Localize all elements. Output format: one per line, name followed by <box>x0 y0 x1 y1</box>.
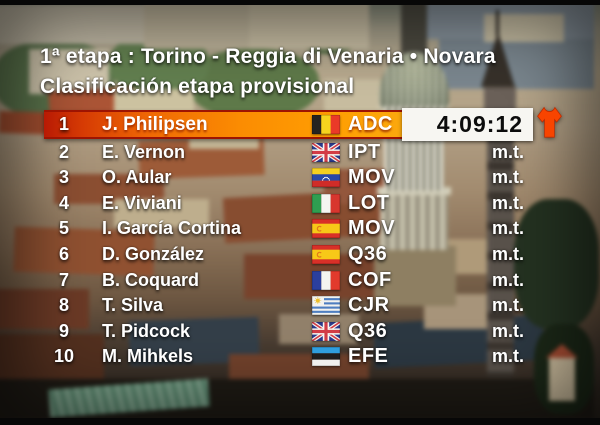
row-rank: 9 <box>58 320 69 341</box>
row-team-code: Q36 <box>348 242 388 265</box>
row-time-gap: m.t. <box>491 320 524 341</box>
flag-spain-icon <box>312 244 340 264</box>
row-rider-name: B. Coquard <box>102 269 199 290</box>
row-time-gap: m.t. <box>491 141 524 162</box>
bg-shape <box>549 356 575 401</box>
bg-shape <box>496 10 499 36</box>
row-rider-name: T. Pidcock <box>102 320 191 341</box>
flag-venezuela-icon <box>312 168 340 188</box>
standings-row: 5 I. García Cortina MOV m.t. <box>44 216 524 242</box>
bg-small-tower-roof <box>546 344 578 358</box>
standings-row: 2 E. Vernon IPT m.t. <box>44 139 524 165</box>
row-rider-name: E. Vernon <box>102 141 186 162</box>
flag-belgium-icon <box>312 115 340 134</box>
row-team-code: MOV <box>348 166 396 189</box>
leader-jersey-icon <box>536 106 563 139</box>
row-rank: 7 <box>58 269 69 290</box>
standings-row: 3 O. Aular MOV m.t. <box>44 165 524 191</box>
row-time-gap: m.t. <box>491 346 524 367</box>
row-team-code: Q36 <box>348 319 388 342</box>
leader-rider-name: J. Philipsen <box>102 113 208 135</box>
standings-row: 8 T. Silva CJR m.t. <box>44 293 524 319</box>
flag-great-britain-icon <box>312 142 340 162</box>
row-team-code: LOT <box>348 191 390 214</box>
standings-row: 9 T. Pidcock Q36 m.t. <box>44 318 524 344</box>
row-time-gap: m.t. <box>491 269 524 290</box>
tv-top-bar <box>0 0 600 5</box>
leader-time: 4:09:12 <box>436 111 523 137</box>
row-team-code: IPT <box>348 140 381 163</box>
row-rider-name: E. Viviani <box>102 192 182 213</box>
bg-striped-roof <box>48 378 210 418</box>
stage-title: 1ª etapa : Torino - Reggia di Venaria • … <box>40 45 496 68</box>
flag-great-britain-icon <box>312 321 340 341</box>
leader-rank: 1 <box>58 114 69 134</box>
bg-shape <box>534 324 594 414</box>
standings-row: 10 M. Mihkels EFE m.t. <box>44 344 524 370</box>
leader-time-box: 4:09:12 <box>402 108 533 141</box>
standings-row: 7 B. Coquard COF m.t. <box>44 267 524 293</box>
bg-shape <box>0 379 594 419</box>
row-rider-name: I. García Cortina <box>102 218 242 239</box>
row-team-code: COF <box>348 268 392 291</box>
row-rider-name: D. González <box>102 243 205 264</box>
row-rank: 3 <box>58 167 69 188</box>
row-time-gap: m.t. <box>491 167 524 188</box>
bg-shape <box>414 0 594 39</box>
row-rank: 4 <box>58 192 69 213</box>
bg-shape <box>0 4 144 44</box>
title-block: 1ª etapa : Torino - Reggia di Venaria • … <box>40 42 496 102</box>
leader-team-code: ADC <box>348 113 393 135</box>
row-rider-name: T. Silva <box>102 295 164 316</box>
bg-shape <box>484 14 564 42</box>
row-time-gap: m.t. <box>491 295 524 316</box>
flag-france-icon <box>312 270 340 290</box>
flag-spain-icon <box>312 219 340 239</box>
tv-bottom-bar <box>0 418 600 425</box>
flag-italy-icon <box>312 193 340 213</box>
row-time-gap: m.t. <box>491 218 524 239</box>
row-rank: 8 <box>58 295 69 316</box>
row-rider-name: M. Mihkels <box>102 346 194 367</box>
classification-title: Clasificación etapa provisional <box>40 75 355 98</box>
standings-row: 4 E. Viviani LOT m.t. <box>44 190 524 216</box>
row-rank: 2 <box>58 141 69 162</box>
row-rank: 10 <box>53 346 75 367</box>
row-team-code: EFE <box>348 345 389 368</box>
flag-estonia-icon <box>312 347 340 367</box>
row-time-gap: m.t. <box>491 243 524 264</box>
row-time-gap: m.t. <box>491 192 524 213</box>
row-rank: 6 <box>58 243 69 264</box>
row-rank: 5 <box>58 218 69 239</box>
standings-row: 6 D. González Q36 m.t. <box>44 241 524 267</box>
row-team-code: MOV <box>348 217 396 240</box>
row-team-code: CJR <box>348 294 390 317</box>
row-rider-name: O. Aular <box>102 167 172 188</box>
bg-shape <box>514 199 599 329</box>
flag-uruguay-icon <box>312 296 340 316</box>
